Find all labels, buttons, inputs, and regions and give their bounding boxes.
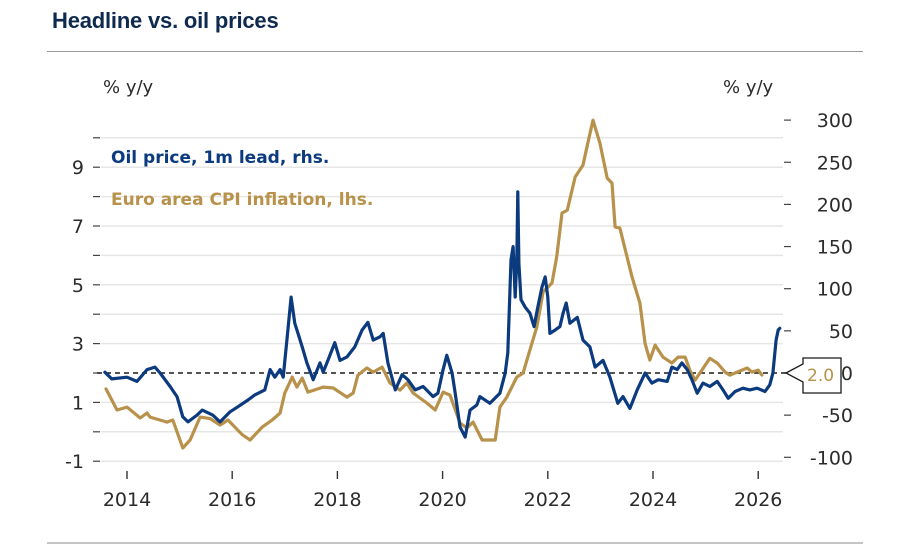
x-tick-label: 2014 [103,489,151,511]
right-tick-label: 0 [841,363,853,385]
left-axis-unit-label: % y/y [103,77,154,98]
right-tick-label: 50 [829,321,853,343]
callout-value: 2.0 [807,366,834,386]
title-divider [47,51,863,52]
left-tick-label: 9 [72,157,84,179]
left-tick-label: 5 [72,275,84,297]
x-tick-label: 2018 [313,489,361,511]
left-tick-label: -1 [65,451,84,473]
callout-box [784,357,842,394]
right-tick-label: 100 [817,279,853,301]
right-tick-label: -100 [810,447,853,469]
cpi-inflation-line [104,118,764,450]
oil-price-line [103,190,782,439]
right-axis: -100 -50 0 50 100 150 200 250 300 [784,110,853,469]
legend-oil-price: Oil price, 1m lead, rhs. [111,148,329,168]
x-tick-label: 2026 [734,489,782,511]
x-tick-label: 2022 [524,489,572,511]
bottom-divider [47,542,863,544]
left-tick-label: 1 [72,392,84,414]
left-axis: -1 1 3 5 7 9 [65,137,100,473]
right-tick-label: -50 [822,405,853,427]
right-tick-label: 300 [817,110,853,132]
x-axis: 2014 2016 2018 2020 2022 2024 2026 [103,471,782,511]
right-tick-label: 250 [817,152,853,174]
x-tick-label: 2024 [629,489,677,511]
left-tick-label: 3 [72,334,84,356]
chart-title: Headline vs. oil prices [52,8,279,33]
right-tick-label: 150 [817,237,853,259]
x-tick-label: 2020 [418,489,466,511]
right-tick-label: 200 [817,194,853,216]
x-tick-label: 2016 [208,489,256,511]
latest-value-callout: 2.0 [784,357,842,394]
right-axis-unit-label: % y/y [723,77,774,98]
gridlines [101,137,783,462]
legend-cpi-inflation: Euro area CPI inflation, lhs. [111,190,373,210]
left-tick-label: 7 [72,216,84,238]
series-lines [103,118,782,450]
